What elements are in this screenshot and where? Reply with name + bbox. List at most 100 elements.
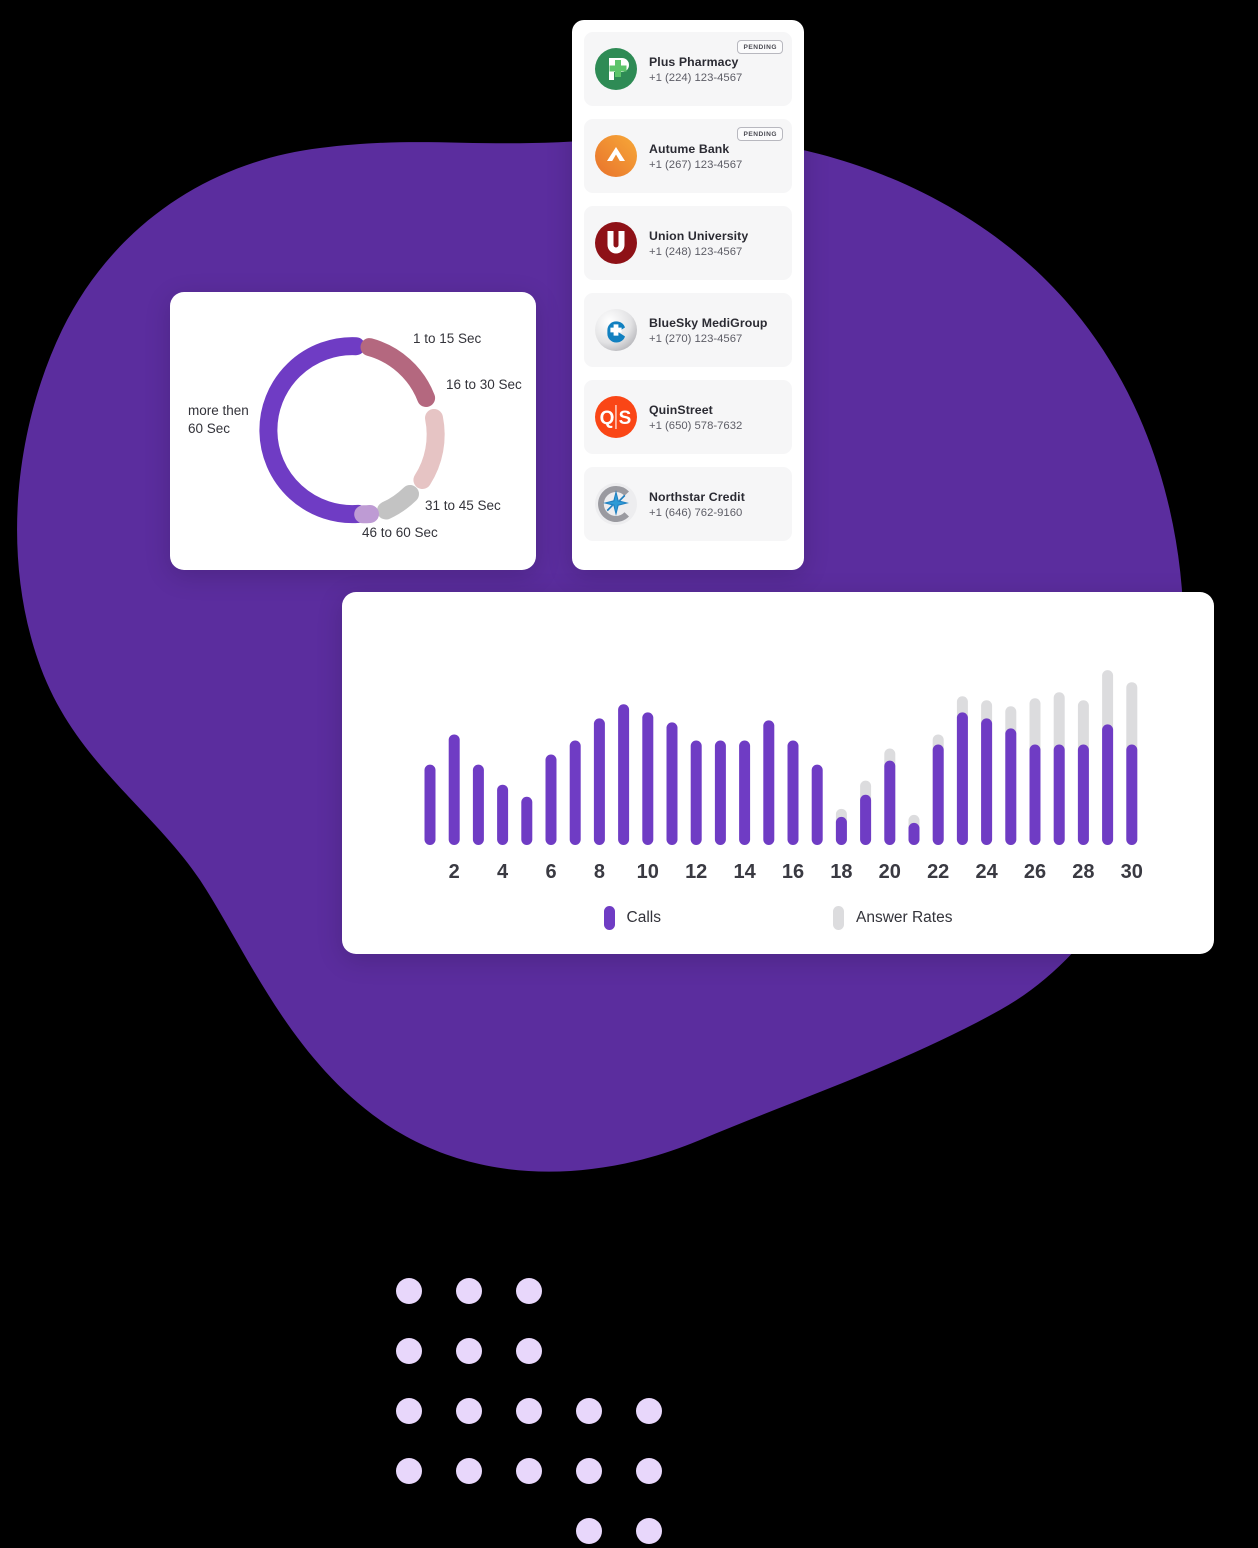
grid-dot xyxy=(636,1518,662,1544)
bar-calls xyxy=(569,740,581,845)
grid-dot xyxy=(396,1338,422,1364)
bar-calls xyxy=(956,712,968,845)
list-item[interactable]: Northstar Credit +1 (646) 762-9160 xyxy=(584,467,792,541)
legend-swatch-calls xyxy=(603,906,615,930)
legend-label-answer-rates: Answer Rates xyxy=(855,909,953,926)
x-axis-tick-labels: 2 4 6 8 10 12 14 16 18 20 22 24 26 28 30 xyxy=(449,861,1143,883)
status-badge: PENDING xyxy=(737,127,783,141)
chart-legend: Calls Answer Rates xyxy=(342,906,1214,930)
grid-dot xyxy=(576,1518,602,1544)
list-item[interactable]: Union University +1 (248) 123-4567 xyxy=(584,206,792,280)
bar-calls xyxy=(642,712,654,845)
svg-text:Q: Q xyxy=(600,408,615,429)
bar-calls xyxy=(666,722,678,845)
bar-calls xyxy=(932,744,944,845)
bar-calls xyxy=(521,796,533,845)
bar-calls xyxy=(448,734,460,845)
donut-slice-31-to-45-sec xyxy=(377,485,419,520)
bar-calls xyxy=(908,822,920,845)
donut-label-1-to-15-sec: 1 to 15 Sec xyxy=(413,331,482,346)
x-tick-label: 20 xyxy=(879,861,901,883)
grid-dot xyxy=(516,1338,542,1364)
x-tick-label: 16 xyxy=(782,861,804,883)
grid-dot xyxy=(576,1398,602,1424)
bar-calls xyxy=(497,784,509,845)
bar-calls xyxy=(472,764,484,845)
contact-name: QuinStreet xyxy=(649,402,713,417)
grid-dot xyxy=(396,1398,422,1424)
donut-label-31-to-45-sec: 31 to 45 Sec xyxy=(425,498,501,513)
x-tick-label: 8 xyxy=(594,861,605,883)
contact-phone: +1 (224) 123-4567 xyxy=(649,71,743,84)
list-item[interactable]: Q S QuinStreet +1 (650) 578-7632 xyxy=(584,380,792,454)
bar-calls xyxy=(1102,724,1114,845)
bar-calls xyxy=(1053,744,1065,845)
bar-calls xyxy=(1077,744,1089,845)
bar-calls xyxy=(981,718,993,845)
donut-label-46-to-60-sec: 46 to 60 Sec xyxy=(362,525,438,540)
grid-dot xyxy=(456,1278,482,1304)
legend-item-answer-rates[interactable]: Answer Rates xyxy=(832,906,953,930)
x-tick-label: 4 xyxy=(497,861,509,883)
union-university-logo xyxy=(594,221,638,265)
legend-item-calls[interactable]: Calls xyxy=(603,906,661,930)
bar-calls xyxy=(763,720,775,845)
bar-calls xyxy=(1029,744,1041,845)
bar-calls xyxy=(811,764,823,845)
northstar-credit-logo xyxy=(594,482,638,526)
plus-pharmacy-logo xyxy=(594,47,638,91)
bar-calls xyxy=(593,718,605,845)
grid-dot xyxy=(576,1458,602,1484)
x-tick-label: 28 xyxy=(1072,861,1094,883)
contact-name: BlueSky MediGroup xyxy=(649,315,768,330)
donut-slice-1-to-15-sec xyxy=(360,338,436,407)
legend-label-calls: Calls xyxy=(626,909,661,926)
bar-calls xyxy=(618,704,630,845)
contact-text: Autume Bank +1 (267) 123-4567 xyxy=(649,142,742,171)
x-tick-label: 12 xyxy=(685,861,707,883)
call-duration-card: 1 to 15 Sec 16 to 30 Sec 31 to 45 Sec 46… xyxy=(170,292,536,570)
contact-name: Northstar Credit xyxy=(649,489,745,504)
donut-label-more-then-60-sec: more then 60 Sec xyxy=(188,403,249,437)
bar-calls xyxy=(860,794,872,845)
x-tick-label: 2 xyxy=(449,861,460,883)
x-tick-label: 24 xyxy=(975,861,998,883)
list-item[interactable]: Autume Bank +1 (267) 123-4567 PENDING xyxy=(584,119,792,193)
contact-text: Northstar Credit +1 (646) 762-9160 xyxy=(649,490,745,519)
quinstreet-logo: Q S xyxy=(594,395,638,439)
donut-slice-16-to-30-sec xyxy=(413,409,445,489)
contact-name: Autume Bank xyxy=(649,141,730,156)
contact-phone: +1 (270) 123-4567 xyxy=(649,332,743,345)
contact-name: Plus Pharmacy xyxy=(649,54,739,69)
contact-phone: +1 (248) 123-4567 xyxy=(649,245,743,258)
bar-calls xyxy=(835,816,847,845)
bar-calls xyxy=(545,754,557,845)
bar-series-group xyxy=(424,670,1138,845)
svg-text:S: S xyxy=(619,408,632,429)
autume-bank-logo xyxy=(594,134,638,178)
grid-dot xyxy=(516,1398,542,1424)
legend-swatch-answer-rates xyxy=(832,906,844,930)
bar-calls xyxy=(1005,728,1017,845)
bar-calls xyxy=(424,764,436,845)
x-tick-label: 6 xyxy=(545,861,556,883)
grid-dot xyxy=(456,1338,482,1364)
grid-dot xyxy=(456,1398,482,1424)
bar-calls xyxy=(714,740,726,845)
contact-text: Plus Pharmacy +1 (224) 123-4567 xyxy=(649,55,742,84)
bar-calls xyxy=(690,740,702,845)
grid-dot xyxy=(456,1458,482,1484)
x-tick-label: 22 xyxy=(927,861,949,883)
contact-phone: +1 (650) 578-7632 xyxy=(649,419,743,432)
x-tick-label: 14 xyxy=(733,861,756,883)
donut-slice-more-then-60-sec xyxy=(259,337,368,524)
contact-text: Union University +1 (248) 123-4567 xyxy=(649,229,748,258)
grid-dot xyxy=(516,1278,542,1304)
bar-calls xyxy=(1126,744,1138,845)
bar-chart: 2 4 6 8 10 12 14 16 18 20 22 24 26 28 30 xyxy=(424,670,1143,883)
grid-dot xyxy=(636,1458,662,1484)
list-item[interactable]: Plus Pharmacy +1 (224) 123-4567 PENDING xyxy=(584,32,792,106)
list-item[interactable]: BlueSky MediGroup +1 (270) 123-4567 xyxy=(584,293,792,367)
contact-text: BlueSky MediGroup +1 (270) 123-4567 xyxy=(649,316,768,345)
